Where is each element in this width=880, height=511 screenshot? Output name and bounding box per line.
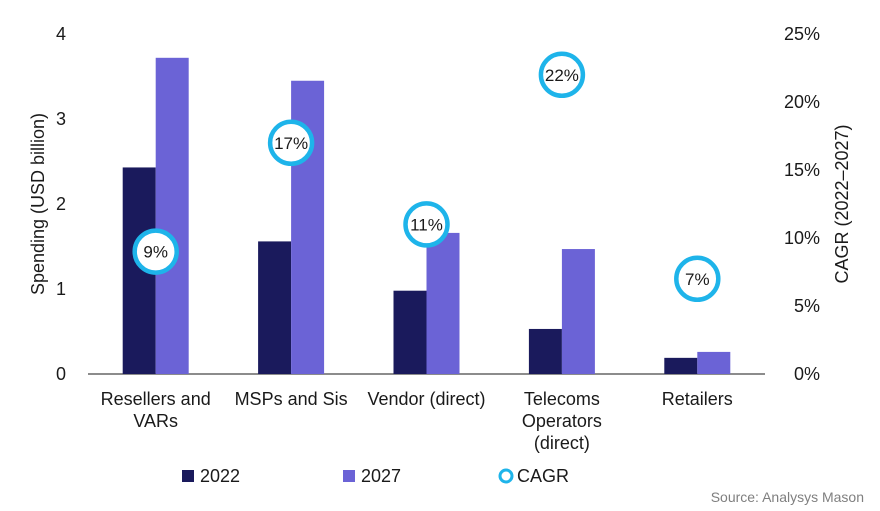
- cagr-marker: [132, 228, 179, 275]
- bar-2022-1: [258, 241, 292, 374]
- cagr-label: 17%: [274, 134, 308, 153]
- bar-2027-3: [561, 249, 595, 374]
- y-tick-label: 2: [56, 194, 66, 214]
- cagr-label: 9%: [143, 243, 168, 262]
- legend-swatch-2027: [343, 470, 355, 482]
- y2-tick-label: 15%: [784, 160, 820, 180]
- category-label: Vendor (direct): [367, 389, 485, 409]
- category-label: VARs: [133, 411, 178, 431]
- y-tick-label: 4: [56, 24, 66, 44]
- bar-2027-4: [697, 351, 731, 374]
- legend-label-2027: 2027: [361, 466, 401, 486]
- y-tick-label: 3: [56, 109, 66, 129]
- cagr-marker: [267, 119, 315, 167]
- cagr-marker: [538, 51, 586, 99]
- legend-swatch-2022: [182, 470, 194, 482]
- y2-tick-label: 5%: [794, 296, 820, 316]
- y2-tick-label: 10%: [784, 228, 820, 248]
- cagr-label: 7%: [685, 270, 710, 289]
- y-axis-title: Spending (USD billion): [28, 113, 48, 295]
- bar-2022-4: [664, 357, 698, 374]
- category-label: Retailers: [662, 389, 733, 409]
- cagr-marker: [403, 201, 450, 248]
- cagr-marker: [674, 255, 721, 303]
- category-label: Resellers and: [101, 389, 211, 409]
- category-label: MSPs and Sis: [235, 389, 348, 409]
- cagr-label: 22%: [545, 66, 579, 85]
- category-label: Operators: [522, 411, 602, 431]
- bar-2022-3: [528, 328, 562, 374]
- bar-2027-2: [426, 232, 460, 374]
- source-note: Source: Analysys Mason: [710, 489, 864, 505]
- legend-label-2022: 2022: [200, 466, 240, 486]
- y-tick-label: 1: [56, 279, 66, 299]
- bar-2027-0: [155, 57, 189, 375]
- bar-2022-2: [393, 290, 427, 374]
- category-label: Telecoms: [524, 389, 600, 409]
- y2-axis-title: CAGR (2022–2027): [832, 124, 852, 283]
- y-tick-label: 0: [56, 364, 66, 384]
- category-label: (direct): [534, 433, 590, 453]
- legend-label-cagr: CAGR: [517, 466, 569, 486]
- y2-tick-label: 20%: [784, 92, 820, 112]
- legend-marker-cagr: [498, 468, 514, 484]
- y2-tick-label: 0%: [794, 364, 820, 384]
- cagr-label: 11%: [410, 215, 443, 234]
- y2-tick-label: 25%: [784, 24, 820, 44]
